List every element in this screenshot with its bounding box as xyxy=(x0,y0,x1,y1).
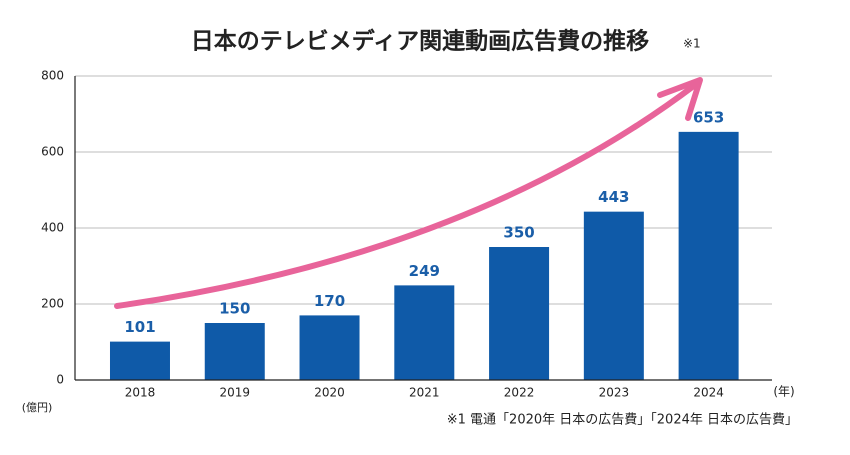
bar xyxy=(299,315,360,380)
value-label: 170 xyxy=(314,292,345,310)
y-tick-label: 600 xyxy=(41,145,64,159)
bar xyxy=(489,247,550,380)
chart-title: 日本のテレビメディア関連動画広告費の推移 xyxy=(191,28,649,55)
value-label: 653 xyxy=(693,108,724,126)
bar xyxy=(204,323,265,380)
x-tick-label: 2019 xyxy=(219,386,250,400)
x-tick-label: 2018 xyxy=(125,386,156,400)
value-label: 249 xyxy=(409,262,440,280)
value-label: 150 xyxy=(219,300,250,318)
bar xyxy=(109,341,170,380)
y-tick-label: 0 xyxy=(56,373,64,387)
y-tick-label: 800 xyxy=(41,69,64,83)
bar xyxy=(583,211,644,380)
value-label: 101 xyxy=(124,318,155,336)
bar xyxy=(678,131,739,380)
y-unit: (億円) xyxy=(22,401,53,414)
x-tick-label: 2021 xyxy=(409,386,440,400)
bar xyxy=(394,285,455,380)
x-tick-label: 2023 xyxy=(599,386,630,400)
x-tick-label: 2024 xyxy=(693,386,724,400)
title-note: ※1 xyxy=(683,37,701,51)
x-unit: (年) xyxy=(773,385,794,399)
value-label: 443 xyxy=(598,188,629,206)
value-label: 350 xyxy=(503,224,534,242)
y-tick-label: 200 xyxy=(41,297,64,311)
source-note: ※1 電通「2020年 日本の広告費」「2024年 日本の広告費」 xyxy=(447,413,798,428)
trend-arrow xyxy=(114,77,703,309)
arrow-head xyxy=(657,77,703,121)
x-tick-label: 2020 xyxy=(314,386,345,400)
plot-area: 0 200 400 600 800 2018 101 2019 150 2020 170 2021 24… xyxy=(41,69,772,400)
arrow-curve xyxy=(114,82,698,309)
y-tick-label: 400 xyxy=(41,221,64,235)
x-tick-label: 2022 xyxy=(504,386,535,400)
